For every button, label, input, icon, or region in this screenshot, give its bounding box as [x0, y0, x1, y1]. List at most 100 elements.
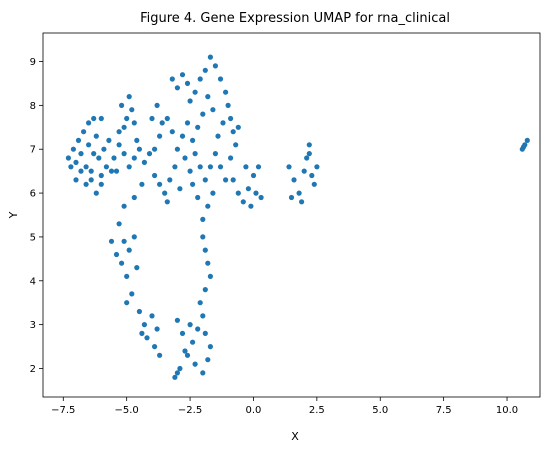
- data-point: [126, 164, 132, 170]
- data-point: [205, 94, 211, 100]
- data-point: [192, 89, 198, 95]
- data-point: [136, 146, 142, 152]
- data-point: [190, 137, 196, 143]
- y-tick-label: 7: [30, 145, 36, 156]
- data-point: [86, 142, 92, 148]
- data-point: [116, 142, 122, 148]
- data-point: [179, 133, 186, 139]
- y-tick-label: 9: [30, 57, 36, 68]
- data-point: [195, 194, 201, 201]
- data-point: [197, 300, 203, 306]
- data-point: [152, 146, 158, 152]
- data-point: [88, 177, 94, 183]
- data-point: [91, 115, 97, 122]
- data-point: [207, 54, 213, 60]
- data-point: [131, 234, 137, 240]
- data-point: [172, 374, 178, 380]
- data-point: [240, 199, 246, 205]
- data-point: [306, 151, 312, 157]
- data-point: [245, 186, 251, 192]
- data-point: [121, 151, 127, 157]
- data-point: [177, 365, 183, 372]
- data-point: [195, 326, 201, 332]
- data-point: [205, 260, 211, 266]
- data-point: [314, 164, 320, 170]
- data-point: [207, 344, 213, 350]
- data-point: [134, 265, 140, 271]
- data-point: [192, 151, 198, 157]
- x-tick-label: −7.5: [51, 405, 75, 416]
- data-point: [217, 76, 224, 82]
- data-point: [235, 124, 241, 130]
- data-point: [131, 120, 137, 126]
- x-tick-label: 2.5: [309, 405, 325, 416]
- data-point: [179, 72, 186, 78]
- data-point: [126, 94, 132, 100]
- data-point: [93, 190, 99, 196]
- data-point: [177, 186, 183, 192]
- data-point: [299, 199, 305, 205]
- data-point: [520, 144, 527, 150]
- data-point: [131, 155, 137, 161]
- data-point: [228, 155, 234, 161]
- data-point: [243, 164, 249, 170]
- data-point: [75, 137, 82, 143]
- y-ticks: 2 3 4 5 6 7 8 9: [30, 57, 43, 375]
- data-point: [309, 172, 315, 179]
- data-point: [116, 129, 122, 135]
- data-point: [68, 164, 74, 170]
- data-point: [202, 67, 208, 73]
- y-tick-label: 6: [30, 189, 36, 200]
- data-point: [116, 221, 122, 227]
- data-point: [141, 159, 147, 165]
- data-point: [83, 181, 89, 187]
- data-point: [255, 164, 262, 170]
- data-point: [139, 181, 145, 187]
- data-point: [184, 80, 191, 86]
- data-point: [144, 335, 150, 341]
- data-point: [136, 308, 142, 315]
- data-point: [121, 238, 127, 244]
- data-point: [169, 76, 175, 82]
- y-tick-label: 5: [30, 232, 36, 243]
- data-point: [205, 357, 211, 363]
- data-point: [187, 168, 193, 174]
- data-point: [174, 370, 180, 376]
- data-point: [179, 330, 186, 336]
- y-tick-label: 4: [30, 276, 36, 287]
- x-tick-label: −2.5: [178, 405, 202, 416]
- data-point: [187, 322, 193, 328]
- data-point: [207, 164, 213, 170]
- data-point: [248, 203, 254, 209]
- data-point: [197, 164, 203, 170]
- data-point: [141, 322, 147, 328]
- data-point: [129, 107, 135, 113]
- data-point: [124, 273, 130, 279]
- data-point: [217, 164, 224, 170]
- data-point: [524, 137, 530, 143]
- data-point: [202, 287, 208, 293]
- data-point: [119, 260, 125, 266]
- data-point: [162, 190, 168, 196]
- data-point: [192, 361, 198, 367]
- x-axis-label: X: [291, 430, 299, 443]
- data-point: [154, 326, 160, 332]
- data-point: [215, 133, 221, 139]
- data-point: [250, 172, 257, 179]
- data-point: [152, 172, 158, 179]
- data-point: [225, 102, 231, 108]
- data-point: [129, 291, 135, 297]
- data-point: [296, 190, 302, 196]
- x-ticks: −7.5 −5.0 −2.5 0.0 2.5 5.0 7.5 10.0: [51, 397, 518, 416]
- data-point: [291, 177, 297, 183]
- data-point: [139, 330, 145, 336]
- data-point: [195, 124, 201, 130]
- data-point: [220, 120, 226, 126]
- data-point: [119, 102, 125, 108]
- data-point: [210, 190, 216, 196]
- data-point: [131, 194, 137, 201]
- data-point: [200, 313, 206, 319]
- data-point: [159, 120, 165, 126]
- data-point: [149, 115, 155, 122]
- data-point: [149, 313, 155, 319]
